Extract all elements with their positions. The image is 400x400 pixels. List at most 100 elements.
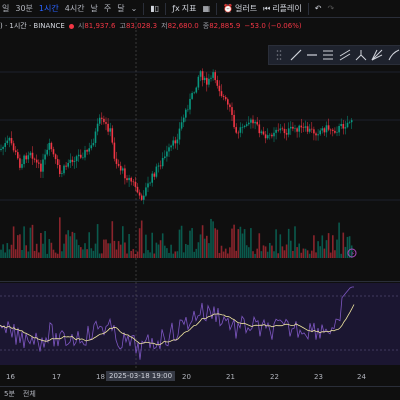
candle-body bbox=[0, 148, 2, 150]
timeframe-month[interactable]: 달 bbox=[117, 4, 125, 13]
volume-bar bbox=[264, 246, 267, 258]
time-tick: 18 bbox=[96, 373, 105, 381]
candle-body bbox=[292, 126, 294, 129]
timeframe-day[interactable]: 날 bbox=[90, 4, 98, 13]
volume-bar bbox=[54, 252, 57, 258]
candle-body bbox=[235, 127, 237, 133]
candle-body bbox=[159, 165, 162, 167]
volume-bar bbox=[271, 245, 273, 258]
volume-bar bbox=[216, 229, 219, 258]
symbol-label[interactable]: ) · 1시간 · BINANCE bbox=[0, 22, 65, 30]
channel-icon[interactable] bbox=[339, 48, 351, 62]
candle-body bbox=[132, 181, 135, 183]
redo-button[interactable]: ↷ bbox=[327, 4, 334, 13]
range-all[interactable]: 전체 bbox=[22, 389, 36, 398]
candle-body bbox=[182, 117, 185, 123]
fib-retracement-icon[interactable] bbox=[322, 48, 334, 62]
candle-body bbox=[199, 71, 202, 77]
time-tick: 23 bbox=[314, 373, 323, 381]
volume-bar bbox=[161, 233, 164, 258]
volume-bar bbox=[145, 234, 147, 258]
volume-bar bbox=[44, 231, 46, 258]
timeframe-30m[interactable]: 30분 bbox=[15, 4, 33, 13]
candle-body bbox=[140, 195, 143, 200]
volume-bar bbox=[111, 221, 114, 258]
volume-bar bbox=[86, 249, 88, 258]
range-5m[interactable]: 5분 bbox=[4, 389, 15, 398]
horizontal-line-icon[interactable] bbox=[306, 48, 318, 62]
price-chart[interactable]: ⚡ bbox=[0, 18, 400, 370]
volume-bar bbox=[90, 248, 93, 258]
volume-bar bbox=[134, 253, 137, 258]
time-tick: 16 bbox=[6, 373, 15, 381]
volume-bar bbox=[69, 236, 72, 258]
volume-bar bbox=[6, 243, 9, 258]
pitchfork-icon[interactable] bbox=[355, 48, 367, 62]
volume-bar bbox=[287, 228, 290, 258]
gann-icon[interactable] bbox=[371, 48, 383, 62]
candle-body bbox=[113, 142, 116, 159]
timeframe-4h[interactable]: 4시간 bbox=[64, 4, 85, 13]
volume-bar bbox=[136, 251, 139, 258]
open-label: 시 bbox=[77, 22, 85, 30]
indicators-button[interactable]: ƒx 지표 bbox=[172, 3, 196, 14]
volume-bar bbox=[14, 249, 17, 258]
volume-bar bbox=[138, 228, 141, 258]
timeframe-1h[interactable]: 1시간 bbox=[38, 4, 59, 13]
candle-body bbox=[254, 121, 256, 124]
high-value: 83,028.3 bbox=[125, 22, 158, 30]
candle-body bbox=[273, 132, 275, 137]
undo-button[interactable]: ↶ bbox=[315, 4, 322, 13]
volume-bar bbox=[40, 232, 42, 258]
layout-button[interactable]: ▦ bbox=[202, 4, 210, 13]
volume-bar bbox=[0, 249, 2, 258]
undo-icon: ↶ bbox=[314, 4, 322, 13]
volume-bar bbox=[153, 253, 156, 258]
volume-bar bbox=[311, 250, 313, 258]
drag-handle-icon[interactable] bbox=[273, 48, 285, 62]
candle-body bbox=[304, 126, 307, 128]
candle-body bbox=[94, 131, 97, 143]
volume-bar bbox=[323, 248, 326, 258]
candle-body bbox=[80, 154, 82, 158]
time-axis[interactable]: 16 17 18 2025-03-18 19:00 20 21 22 23 24 bbox=[0, 370, 400, 384]
grid-icon: ▦ bbox=[202, 4, 211, 13]
volume-bar bbox=[237, 229, 240, 258]
volume-bar bbox=[321, 235, 324, 258]
brush-icon[interactable] bbox=[388, 48, 400, 62]
candle-body bbox=[130, 177, 132, 182]
replay-button[interactable]: ⏮ 리플레이 bbox=[263, 3, 302, 14]
alert-button[interactable]: ⏰ 얼러트 bbox=[223, 3, 257, 14]
candle-body bbox=[336, 132, 338, 133]
candle-body bbox=[19, 158, 21, 168]
volume-bar bbox=[185, 243, 187, 258]
candle-body bbox=[56, 159, 59, 165]
timeframe-dropdown-icon[interactable]: ⌄ bbox=[130, 4, 138, 13]
volume-bar bbox=[71, 231, 74, 258]
rsi-pane bbox=[0, 283, 400, 365]
pane-separator[interactable] bbox=[0, 281, 400, 282]
volume-bar bbox=[12, 226, 15, 258]
candle-body bbox=[161, 157, 164, 167]
volume-bar bbox=[19, 234, 21, 258]
volume-bar bbox=[315, 252, 317, 258]
timeframe-week[interactable]: 주 bbox=[103, 4, 112, 13]
candle-body bbox=[191, 93, 193, 99]
candle-body bbox=[75, 156, 78, 162]
candle-body bbox=[109, 128, 111, 132]
candle-body bbox=[313, 129, 315, 134]
volume-bars bbox=[0, 217, 353, 258]
candle-body bbox=[82, 157, 84, 159]
candle-body bbox=[348, 122, 351, 123]
volume-bar bbox=[174, 251, 177, 258]
candle-type-button[interactable]: ▮▯ bbox=[150, 4, 159, 13]
volume-bar bbox=[56, 253, 59, 258]
candle-body bbox=[185, 109, 187, 118]
timeframe-1[interactable]: 일 bbox=[2, 4, 10, 13]
candle-body bbox=[298, 125, 300, 132]
trend-line-icon[interactable] bbox=[289, 48, 301, 62]
event-marker-icon[interactable] bbox=[347, 248, 357, 258]
volume-bar bbox=[35, 243, 38, 258]
volume-bar bbox=[279, 234, 282, 258]
candle-body bbox=[27, 155, 30, 160]
